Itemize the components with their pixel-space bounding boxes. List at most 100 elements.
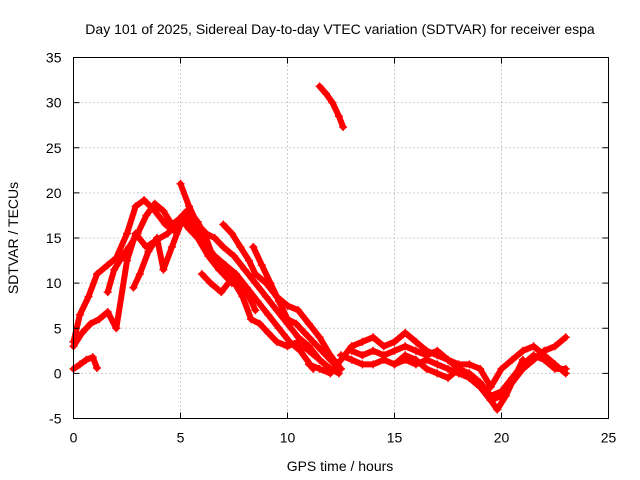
data-point [82,355,91,364]
data-point [167,220,176,229]
data-point [422,364,431,373]
data-point [326,355,335,364]
data-point [486,382,495,391]
data-point [236,243,245,251]
y-tick-label: 20 [46,185,62,201]
data-point [390,360,399,369]
y-axis-label: SDTVAR / TECUs [5,182,21,294]
data-point [251,306,260,315]
data-point [247,315,256,324]
data-point [561,369,570,378]
y-tick-label: 0 [54,365,62,381]
data-point [401,342,410,351]
series-pass-7 [197,270,335,373]
data-point [334,112,343,121]
axis-ticks: 0 5 10 15 20 25 -5 0 5 10 15 20 25 30 35 [46,50,617,446]
data-point [197,270,206,279]
data-point [369,346,378,355]
data-point [501,391,510,400]
data-point [103,288,112,297]
data-point [238,292,247,301]
data-point [486,396,495,405]
data-point [379,351,388,360]
data-point [219,243,228,251]
data-point [272,306,281,315]
data-point [193,220,202,229]
data-point [93,270,101,279]
data-point [131,202,140,211]
data-point [390,346,399,355]
data-point [84,292,93,301]
data-point [240,265,249,274]
data-point [159,206,168,215]
data-point [315,355,324,364]
data-point [518,346,527,355]
data-point [251,270,260,279]
data-point [242,288,251,297]
data-point [315,82,324,91]
data-point [230,252,238,260]
data-point [262,292,271,301]
data-point [95,315,104,324]
data-point [358,351,367,360]
data-series [69,82,570,414]
x-tick-label: 20 [494,430,510,446]
data-point [540,351,549,360]
data-point [411,346,420,355]
data-point [206,279,215,288]
data-point [125,243,134,251]
data-point [529,342,538,351]
data-point [294,306,303,315]
data-point [88,353,97,362]
data-point [304,346,313,355]
data-point [274,297,283,306]
data-point [300,328,309,337]
series-pass-3 [69,353,101,373]
data-point [103,261,112,270]
data-point [249,243,258,251]
data-point [227,274,236,283]
data-point [433,369,442,378]
grid-lines [73,57,609,419]
data-point [208,252,217,260]
data-point [339,123,348,131]
x-tick-label: 5 [177,430,185,446]
data-point [86,319,95,328]
data-point [274,324,283,333]
x-tick-label: 0 [70,430,78,446]
data-point [163,229,172,238]
data-point [309,337,318,346]
data-point [518,355,527,364]
data-point [75,360,84,369]
data-point [217,261,226,270]
data-point [411,337,420,346]
data-point [510,373,519,382]
series-pass-8 [219,220,345,373]
data-point [304,360,313,369]
data-point [411,355,420,364]
data-point [296,346,305,355]
data-point [185,225,194,233]
data-point [133,229,142,238]
data-point [150,199,159,208]
data-point [433,346,442,355]
data-point [369,333,378,342]
data-point [78,328,87,337]
data-point [529,355,538,364]
data-point [110,265,119,274]
data-point [347,346,356,355]
data-point [245,256,253,265]
y-tick-label: 35 [46,50,62,66]
data-point [283,301,292,310]
data-point [551,360,559,369]
series-pass-10 [315,82,348,131]
data-point [337,351,345,360]
data-point [167,243,176,251]
data-point [369,360,378,369]
data-point [292,319,301,328]
series-trace [198,271,334,372]
y-tick-label: 5 [54,320,62,336]
data-point [465,373,474,382]
data-point [257,261,266,270]
